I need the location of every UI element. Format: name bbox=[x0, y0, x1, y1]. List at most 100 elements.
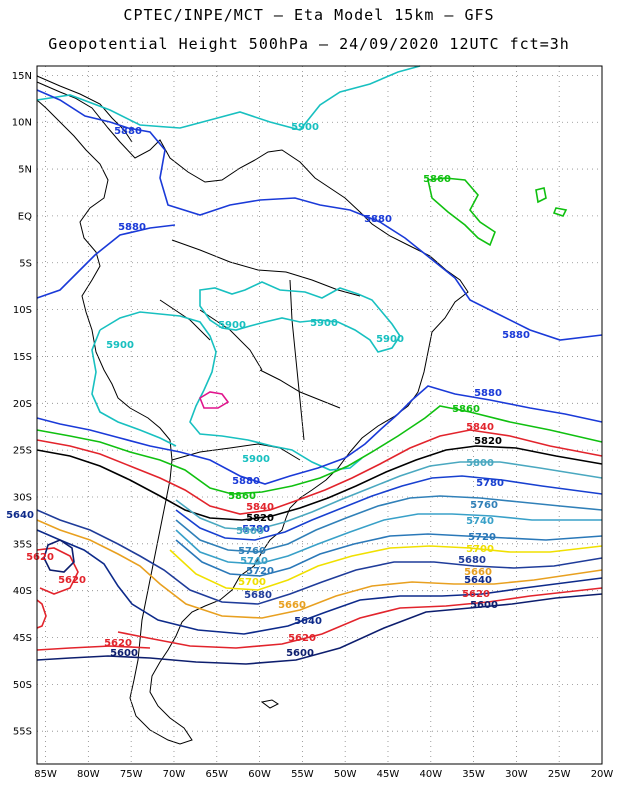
contour-label-5880: 5880 bbox=[474, 388, 502, 399]
contour-5900 bbox=[36, 65, 421, 131]
lat-tick-label: 10S bbox=[13, 305, 32, 316]
axis-ticks: 15N 10N 5N EQ 5S 10S 15S 20S 25S 30S 35S 40S 45S 50S 5… bbox=[12, 71, 614, 780]
contour-5680 bbox=[36, 509, 603, 605]
lon-tick-label: 25W bbox=[548, 769, 571, 780]
lat-tick-label: 10N bbox=[12, 118, 32, 129]
contour-label-5800: 5800 bbox=[466, 458, 494, 469]
country-borders bbox=[159, 239, 361, 461]
contour-label-5720: 5720 bbox=[468, 532, 496, 543]
contour-5620 bbox=[36, 599, 47, 629]
contour-label-5860: 5860 bbox=[228, 491, 256, 502]
contour-label-5820: 5820 bbox=[474, 436, 502, 447]
contour-label-5680: 5680 bbox=[458, 555, 486, 566]
contour-labels: 5880 5900 5860 5880 5880 5900 5900 5900 5900 5880… bbox=[6, 122, 530, 659]
contour-5900 bbox=[199, 281, 401, 353]
contour-label-5860: 5860 bbox=[452, 404, 480, 415]
contour-5880 bbox=[36, 89, 603, 341]
contour-label-5820: 5820 bbox=[246, 513, 274, 524]
contour-5860 bbox=[552, 207, 568, 217]
contour-label-5800: 5800 bbox=[236, 526, 264, 537]
chart-subtitle: Geopotential Height 500hPa – 24/09/2020 … bbox=[48, 35, 570, 53]
lon-tick-label: 45W bbox=[377, 769, 400, 780]
contour-label-5840: 5840 bbox=[246, 502, 274, 513]
contour-label-5900: 5900 bbox=[291, 122, 319, 133]
contour-5860 bbox=[427, 177, 496, 247]
chart-title: CPTEC/INPE/MCT – Eta Model 15km – GFS bbox=[123, 6, 495, 24]
contour-5700 bbox=[169, 545, 603, 591]
map-frame bbox=[36, 65, 603, 765]
contour-label-5880: 5880 bbox=[232, 476, 260, 487]
contour-5900 bbox=[99, 311, 363, 471]
south-america-coast bbox=[36, 81, 469, 745]
lat-tick-label: 20S bbox=[13, 399, 32, 410]
lon-tick-label: 65W bbox=[205, 769, 228, 780]
contour-label-5900: 5900 bbox=[376, 334, 404, 345]
contour-label-5900: 5900 bbox=[310, 318, 338, 329]
contour-5620 bbox=[36, 645, 151, 651]
contour-5880 bbox=[36, 385, 603, 485]
contour-label-5760: 5760 bbox=[238, 546, 266, 557]
contour-5840 bbox=[36, 429, 603, 515]
lon-tick-label: 55W bbox=[291, 769, 314, 780]
contour-label-5620: 5620 bbox=[26, 552, 54, 563]
contour-label-5900: 5900 bbox=[106, 340, 134, 351]
lon-tick-label: 35W bbox=[462, 769, 485, 780]
contour-5900 bbox=[91, 329, 177, 447]
contour-label-5640: 5640 bbox=[6, 510, 34, 521]
contour-label-5700: 5700 bbox=[238, 577, 266, 588]
contour-label-5620: 5620 bbox=[288, 633, 316, 644]
contour-label-5620: 5620 bbox=[462, 589, 490, 600]
contour-label-5660: 5660 bbox=[464, 567, 492, 578]
lat-tick-label: 5S bbox=[19, 258, 32, 269]
contour-label-5700: 5700 bbox=[466, 544, 494, 555]
contour-label-5780: 5780 bbox=[476, 478, 504, 489]
lon-tick-label: 50W bbox=[334, 769, 357, 780]
lat-tick-label: 15N bbox=[12, 71, 32, 82]
contour-label-5900: 5900 bbox=[242, 454, 270, 465]
lon-tick-label: 85W bbox=[34, 769, 57, 780]
lon-tick-label: 80W bbox=[77, 769, 100, 780]
graticule bbox=[37, 66, 603, 764]
contour-5760 bbox=[175, 495, 603, 553]
contour-label-5780: 5780 bbox=[242, 524, 270, 535]
contour-label-5620: 5620 bbox=[104, 638, 132, 649]
contour-5600 bbox=[43, 539, 75, 573]
lon-tick-label: 75W bbox=[120, 769, 143, 780]
contour-label-5900: 5900 bbox=[218, 320, 246, 331]
contour-layer bbox=[36, 65, 603, 665]
coastline-layer bbox=[36, 75, 469, 745]
contour-label-5640: 5640 bbox=[294, 616, 322, 627]
contour-label-5640: 5640 bbox=[464, 575, 492, 586]
lat-tick-label: 45S bbox=[13, 633, 32, 644]
contour-label-5620: 5620 bbox=[58, 575, 86, 586]
lat-tick-label: 55S bbox=[13, 727, 32, 738]
contour-5620 bbox=[36, 547, 603, 649]
contour-5720 bbox=[175, 533, 603, 577]
contour-label-5720: 5720 bbox=[246, 566, 274, 577]
contour-5660 bbox=[36, 519, 603, 619]
contour-5860 bbox=[535, 187, 547, 204]
lon-tick-label: 60W bbox=[248, 769, 271, 780]
contour-label-5840: 5840 bbox=[466, 422, 494, 433]
contour-5600 bbox=[36, 593, 603, 665]
contour-label-5760: 5760 bbox=[470, 500, 498, 511]
contour-label-5880: 5880 bbox=[114, 126, 142, 137]
lon-tick-label: 40W bbox=[419, 769, 442, 780]
contour-5640 bbox=[36, 529, 603, 635]
falkland-islands bbox=[260, 699, 279, 709]
lat-tick-label: 35S bbox=[13, 539, 32, 550]
contour-5780 bbox=[175, 475, 603, 541]
contour-label-5740: 5740 bbox=[466, 516, 494, 527]
lat-tick-label: 50S bbox=[13, 680, 32, 691]
lat-tick-label: 15S bbox=[13, 352, 32, 363]
contour-label-5880: 5880 bbox=[118, 222, 146, 233]
contour-label-5680: 5680 bbox=[244, 590, 272, 601]
lon-tick-label: 70W bbox=[163, 769, 186, 780]
contour-label-5600: 5600 bbox=[470, 600, 498, 611]
contour-label-5880: 5880 bbox=[502, 330, 530, 341]
contour-5740 bbox=[175, 513, 602, 565]
lon-tick-label: 20W bbox=[591, 769, 614, 780]
contour-5860 bbox=[36, 405, 603, 495]
contour-5880 bbox=[36, 224, 176, 299]
